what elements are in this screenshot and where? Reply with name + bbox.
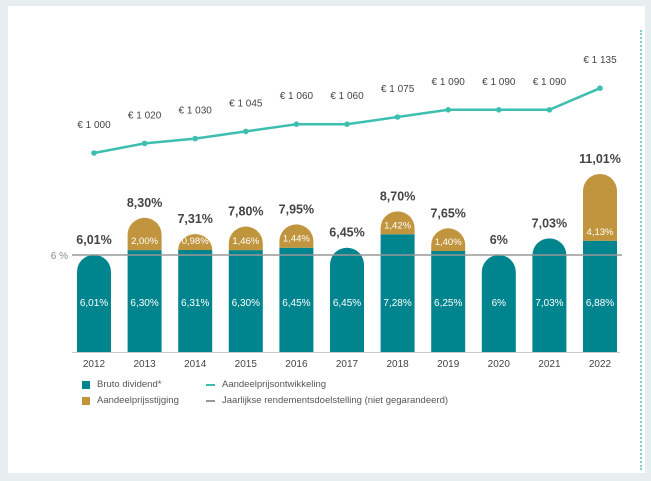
teal-line-icon bbox=[206, 383, 215, 386]
bar-bruto-dividend bbox=[178, 249, 213, 352]
data-label-bruto-dividend: 6% bbox=[492, 298, 507, 309]
data-label-bruto-dividend: 7,03% bbox=[535, 298, 563, 309]
price-label: € 1 000 bbox=[77, 120, 111, 131]
gray-line-icon bbox=[206, 399, 215, 402]
x-tick-label: 2021 bbox=[538, 359, 561, 370]
price-point bbox=[394, 114, 401, 120]
price-label: € 1 030 bbox=[179, 106, 213, 117]
price-point bbox=[344, 121, 350, 127]
legend-label: Jaarlijkse rendementsdoelstelling (niet … bbox=[222, 395, 449, 406]
x-tick-label: 2015 bbox=[235, 359, 258, 370]
total-label: 6% bbox=[490, 233, 508, 247]
legend-label: Aandeelprijsstijging bbox=[97, 395, 179, 406]
data-label-bruto-dividend: 7,28% bbox=[383, 298, 411, 309]
chart-card bbox=[8, 6, 645, 473]
bar-bruto-dividend bbox=[330, 247, 364, 352]
price-label: € 1 045 bbox=[229, 98, 263, 109]
bar-aandeelprijsstijging bbox=[431, 228, 466, 251]
data-label-aandeelprijsstijging: 2,00% bbox=[131, 236, 158, 247]
total-label: 8,70% bbox=[380, 189, 415, 203]
price-point bbox=[597, 85, 603, 91]
legend-label: Aandeelprijsontwikkeling bbox=[222, 379, 327, 390]
bar-aandeelprijsstijging bbox=[178, 234, 213, 250]
price-label: € 1 060 bbox=[330, 91, 364, 102]
data-label-bruto-dividend: 6,45% bbox=[333, 298, 361, 309]
x-tick-label: 2017 bbox=[336, 359, 359, 370]
data-label-bruto-dividend: 6,25% bbox=[434, 298, 462, 309]
data-label-aandeelprijsstijging: 0,98% bbox=[182, 236, 209, 247]
bar-bruto-dividend bbox=[228, 250, 263, 352]
bar-aandeelprijsstijging bbox=[380, 211, 415, 235]
x-tick-label: 2020 bbox=[488, 359, 511, 370]
total-label: 7,03% bbox=[532, 216, 567, 230]
price-label: € 1 090 bbox=[432, 77, 466, 88]
data-label-bruto-dividend: 6,30% bbox=[130, 298, 158, 309]
data-label-aandeelprijsstijging: 1,42% bbox=[384, 220, 411, 231]
price-label: € 1 090 bbox=[533, 77, 567, 88]
legend-aandeelprijsstijging: Aandeelprijsstijging bbox=[82, 395, 179, 406]
total-label: 7,65% bbox=[430, 206, 465, 220]
price-label: € 1 090 bbox=[482, 77, 516, 88]
price-point bbox=[496, 107, 502, 113]
legend-label: Bruto dividend* bbox=[97, 379, 162, 390]
total-label: 7,80% bbox=[228, 205, 263, 219]
price-point bbox=[546, 107, 553, 113]
legend-aandeelprijsontwikkeling: Aandeelprijsontwikkeling bbox=[206, 379, 326, 390]
bar-bruto-dividend bbox=[279, 247, 314, 352]
x-tick-label: 2012 bbox=[83, 359, 106, 370]
price-point bbox=[192, 135, 198, 142]
data-label-bruto-dividend: 6,31% bbox=[181, 298, 209, 309]
data-label-bruto-dividend: 6,01% bbox=[80, 298, 108, 309]
data-label-bruto-dividend: 6,88% bbox=[586, 298, 614, 309]
price-point bbox=[445, 107, 452, 113]
bar-bruto-dividend bbox=[77, 254, 111, 352]
target-label: 6 % bbox=[51, 251, 68, 262]
price-point bbox=[141, 140, 148, 147]
price-point bbox=[293, 121, 300, 127]
data-label-aandeelprijsstijging: 4,13% bbox=[587, 227, 614, 238]
bar-bruto-dividend bbox=[532, 238, 567, 352]
bar-bruto-dividend bbox=[380, 234, 415, 352]
bar-bruto-dividend bbox=[127, 250, 162, 352]
bar-bruto-dividend bbox=[481, 254, 516, 352]
legend-bruto-dividend: Bruto dividend* bbox=[82, 379, 161, 390]
price-point bbox=[243, 128, 249, 135]
bar-aandeelprijsstijging bbox=[279, 224, 314, 248]
price-label: € 1 135 bbox=[583, 55, 617, 66]
total-label: 6,45% bbox=[329, 226, 364, 240]
data-label-aandeelprijsstijging: 1,44% bbox=[283, 234, 310, 245]
bar-bruto-dividend bbox=[431, 250, 466, 352]
price-point bbox=[91, 150, 97, 156]
legend-rendementsdoelstelling: Jaarlijkse rendementsdoelstelling (niet … bbox=[206, 395, 448, 406]
bar-aandeelprijsstijging bbox=[583, 173, 617, 241]
bar-bruto-dividend bbox=[583, 240, 617, 352]
total-label: 7,31% bbox=[177, 212, 212, 226]
x-tick-label: 2019 bbox=[437, 359, 460, 370]
dotted-divider bbox=[640, 30, 642, 470]
data-label-bruto-dividend: 6,30% bbox=[232, 298, 260, 309]
total-label: 11,01% bbox=[579, 152, 621, 166]
data-label-aandeelprijsstijging: 1,40% bbox=[435, 237, 462, 248]
gold-swatch-icon bbox=[82, 396, 90, 405]
bar-aandeelprijsstijging bbox=[127, 217, 162, 251]
data-label-bruto-dividend: 6,45% bbox=[282, 298, 310, 309]
x-tick-label: 2018 bbox=[386, 359, 409, 370]
x-tick-label: 2022 bbox=[589, 359, 612, 370]
bar-aandeelprijsstijging bbox=[228, 226, 263, 251]
price-label: € 1 060 bbox=[280, 91, 314, 102]
total-label: 7,95% bbox=[279, 202, 314, 216]
total-label: 6,01% bbox=[76, 233, 111, 247]
x-tick-label: 2013 bbox=[133, 359, 156, 370]
price-label: € 1 075 bbox=[381, 84, 415, 95]
x-tick-label: 2014 bbox=[184, 359, 207, 370]
data-label-aandeelprijsstijging: 1,46% bbox=[232, 236, 259, 247]
total-label: 8,30% bbox=[127, 196, 162, 210]
teal-swatch-icon bbox=[82, 380, 90, 389]
x-tick-label: 2016 bbox=[285, 359, 308, 370]
price-label: € 1 020 bbox=[128, 110, 162, 121]
